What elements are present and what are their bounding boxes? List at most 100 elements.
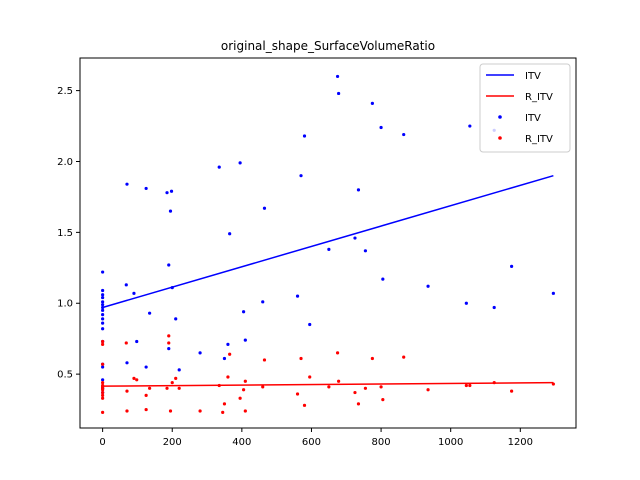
data-point <box>381 277 385 281</box>
x-tick-label: 200 <box>163 437 182 448</box>
legend-label: R_ITV <box>525 134 553 145</box>
data-point <box>379 385 383 389</box>
data-point <box>356 402 361 406</box>
data-point <box>551 291 555 295</box>
data-point <box>101 321 105 325</box>
data-point <box>101 388 105 392</box>
data-point <box>226 342 230 346</box>
data-point <box>353 236 357 240</box>
data-point <box>261 300 265 304</box>
data-point <box>144 393 148 397</box>
data-point <box>308 322 312 327</box>
data-point <box>295 294 300 298</box>
data-point <box>170 381 174 385</box>
data-point <box>492 305 496 310</box>
data-point <box>241 310 246 314</box>
data-point <box>132 291 136 295</box>
data-point <box>101 362 105 366</box>
data-point <box>168 409 173 413</box>
data-point <box>101 365 105 369</box>
scatter-series-r-itv <box>101 334 555 415</box>
data-point <box>125 409 129 413</box>
data-point <box>101 381 105 385</box>
data-point <box>101 390 105 395</box>
data-point <box>464 301 468 305</box>
data-point <box>132 376 136 380</box>
data-point <box>148 311 152 315</box>
x-tick-label: 0 <box>99 437 105 448</box>
plot-frame <box>79 57 577 429</box>
data-point <box>101 305 105 310</box>
data-point <box>228 232 232 236</box>
data-point <box>402 132 406 137</box>
data-point <box>337 379 341 383</box>
data-point <box>402 355 406 359</box>
data-point <box>124 283 128 287</box>
trend-line-r-itv <box>102 381 554 387</box>
x-tick-label: 600 <box>302 437 321 448</box>
x-tick-label: 400 <box>232 437 251 448</box>
data-point <box>299 356 303 361</box>
x-tick-label: 1200 <box>508 437 533 448</box>
data-point <box>101 378 105 382</box>
data-point <box>308 375 312 379</box>
data-point <box>299 174 303 178</box>
legend-box <box>479 63 571 153</box>
y-tick-label: 2.0 <box>57 157 73 168</box>
data-point <box>261 385 265 389</box>
data-point <box>101 410 105 415</box>
data-point <box>170 286 174 290</box>
data-point <box>226 375 230 379</box>
data-point <box>101 300 105 304</box>
data-point <box>243 338 247 342</box>
data-point <box>125 389 129 393</box>
data-point <box>167 334 171 338</box>
data-point <box>468 124 472 128</box>
legend: ITV R_ITV ITV R_ITV <box>479 63 571 153</box>
data-point <box>370 101 374 105</box>
data-point <box>335 74 340 79</box>
x-tick-label: 1000 <box>438 437 463 448</box>
data-point <box>135 339 139 344</box>
legend-label: R_ITV <box>525 92 553 103</box>
data-point <box>262 206 267 210</box>
data-point <box>101 339 105 344</box>
y-tick-label: 2.5 <box>57 86 73 97</box>
data-point <box>125 361 129 365</box>
data-point <box>510 389 514 393</box>
data-point <box>379 125 383 130</box>
data-point <box>426 388 430 392</box>
data-point <box>262 358 267 362</box>
data-point <box>510 264 514 268</box>
data-point <box>217 383 221 388</box>
data-point <box>167 263 171 267</box>
data-point <box>101 312 105 317</box>
data-point <box>169 189 174 193</box>
data-point <box>101 288 105 293</box>
data-point <box>551 382 555 386</box>
data-point <box>101 293 105 297</box>
data-point <box>302 134 307 138</box>
y-tick-label: 0.5 <box>57 370 73 381</box>
data-point <box>125 182 129 186</box>
data-point <box>144 365 148 369</box>
x-tick-label: 800 <box>372 437 391 448</box>
legend-marker-swatch <box>498 136 502 140</box>
data-point <box>353 390 357 395</box>
data-point <box>101 342 105 346</box>
data-point <box>370 356 374 361</box>
data-point <box>356 188 361 192</box>
data-point <box>228 352 232 356</box>
data-point <box>101 303 105 307</box>
data-point <box>363 249 368 253</box>
data-point <box>426 284 430 288</box>
data-point <box>198 409 202 413</box>
legend-label: ITV <box>525 113 541 124</box>
data-point <box>335 351 340 355</box>
data-point <box>167 347 171 351</box>
data-point <box>468 383 472 388</box>
data-point <box>124 341 128 345</box>
data-point <box>238 161 242 165</box>
data-point <box>177 368 181 372</box>
